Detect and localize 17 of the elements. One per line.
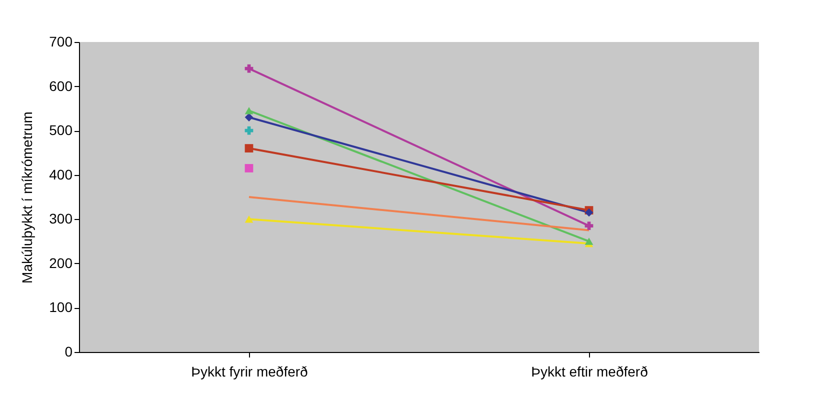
point [244, 126, 254, 135]
y-tick-label: 600 [49, 78, 73, 94]
y-tick-label: 500 [49, 122, 73, 138]
y-tick-label: 100 [49, 299, 73, 316]
point [244, 144, 254, 152]
y-axis-title: Makúluþykkt í míkrómetrum [19, 112, 36, 284]
point [584, 222, 594, 230]
x-tick-label: Þykkt eftir meðferð [531, 364, 648, 380]
y-tick-label: 700 [49, 34, 73, 50]
point [584, 208, 594, 217]
y-tick-label: 200 [49, 254, 73, 271]
point [244, 64, 254, 73]
y-tick-label: 300 [49, 210, 73, 227]
point [244, 164, 254, 172]
y-tick-label: 400 [49, 166, 73, 182]
x-tick-label: Þykkt fyrir meðferð [191, 364, 308, 380]
y-tick-label: 0 [64, 344, 73, 360]
